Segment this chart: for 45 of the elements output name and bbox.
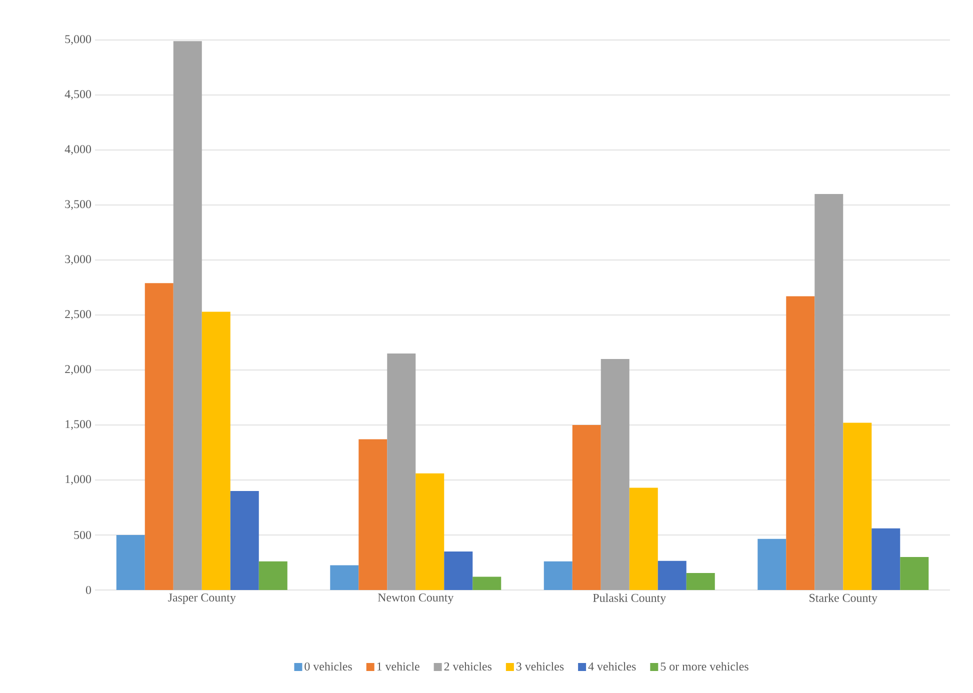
bar (600, 359, 630, 590)
y-tick-label: 2,000 (65, 365, 92, 375)
bar (444, 552, 473, 590)
legend-label: 0 vehicles (304, 662, 352, 671)
bar (658, 560, 686, 590)
y-tick-label: 0 (86, 586, 92, 594)
bar (900, 557, 929, 590)
legend-label: 5 or more vehicles (660, 662, 748, 671)
bar (387, 354, 416, 590)
bar (416, 473, 444, 590)
bar (629, 488, 658, 590)
bar (572, 425, 601, 590)
bar (843, 422, 872, 590)
x-tick-label: Starke County (810, 594, 878, 604)
x-tick-label: Pulaski County (593, 594, 666, 604)
y-tick-label: 5,000 (65, 35, 92, 45)
bar (358, 439, 388, 590)
y-tick-label: 3,000 (65, 255, 92, 265)
bar (330, 565, 359, 590)
y-tick-label: 4,000 (64, 145, 92, 155)
bar (814, 194, 844, 590)
y-tick-label: 1,500 (66, 420, 92, 430)
bar (230, 491, 259, 590)
bar (686, 572, 715, 590)
legend-label: 4 vehicles (588, 662, 636, 671)
bar (872, 528, 900, 590)
y-tick-label: 4,500 (64, 90, 92, 100)
legend-label: 1 vehicle (377, 662, 420, 671)
y-tick-label: 500 (74, 530, 92, 540)
y-tick-label: 3,500 (65, 200, 92, 210)
bar (544, 561, 572, 590)
bar (758, 538, 786, 590)
legend-label: 3 vehicles (516, 662, 564, 671)
bar (786, 296, 815, 590)
legend-label: 2 vehicles (444, 662, 492, 671)
bar (116, 535, 145, 590)
y-tick-label: 1,000 (66, 475, 92, 485)
y-tick-label: 2,500 (65, 310, 92, 320)
bar (472, 576, 502, 590)
x-tick-label: Newton County (378, 594, 454, 604)
bar (173, 41, 202, 590)
bar (202, 312, 230, 590)
x-tick-label: Jasper County (168, 594, 236, 604)
bar (258, 561, 288, 590)
bar (144, 283, 174, 590)
